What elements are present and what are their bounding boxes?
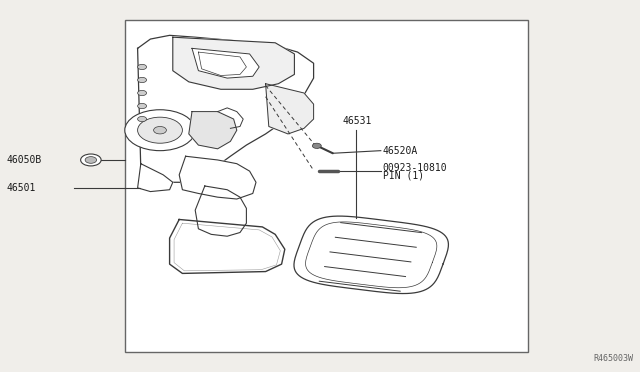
Polygon shape xyxy=(138,35,314,182)
Text: 46050B: 46050B xyxy=(6,155,42,165)
Polygon shape xyxy=(173,37,294,89)
Circle shape xyxy=(138,77,147,83)
Circle shape xyxy=(138,116,147,122)
Polygon shape xyxy=(179,156,256,199)
Circle shape xyxy=(81,154,101,166)
Polygon shape xyxy=(195,186,246,236)
Polygon shape xyxy=(192,48,259,78)
Circle shape xyxy=(138,64,147,70)
Circle shape xyxy=(154,126,166,134)
Text: 46531: 46531 xyxy=(342,116,372,126)
Text: 00923-10810: 00923-10810 xyxy=(383,163,447,173)
Text: 46501: 46501 xyxy=(6,183,36,193)
Polygon shape xyxy=(266,84,314,134)
Polygon shape xyxy=(138,164,173,192)
Polygon shape xyxy=(189,112,237,149)
Text: R465003W: R465003W xyxy=(594,354,634,363)
Polygon shape xyxy=(170,219,285,273)
Text: PIN (1): PIN (1) xyxy=(383,171,424,180)
Circle shape xyxy=(85,157,97,163)
Circle shape xyxy=(138,103,147,109)
Polygon shape xyxy=(294,216,449,294)
Text: 46520A: 46520A xyxy=(383,146,418,155)
Circle shape xyxy=(312,143,321,148)
Circle shape xyxy=(125,110,195,151)
Circle shape xyxy=(138,90,147,96)
Circle shape xyxy=(138,117,182,143)
Bar xyxy=(125,20,528,352)
